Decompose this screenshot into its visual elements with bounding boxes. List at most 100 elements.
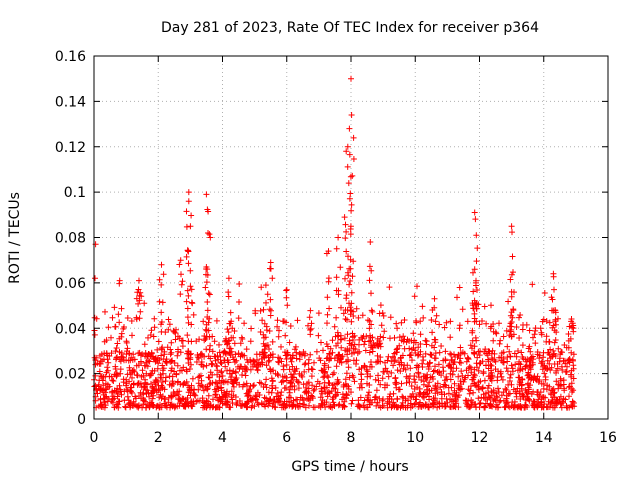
data-point xyxy=(464,318,471,325)
data-point xyxy=(423,391,430,398)
data-point xyxy=(438,343,445,349)
data-point xyxy=(324,373,331,379)
data-point xyxy=(406,379,413,385)
data-point xyxy=(99,358,106,364)
data-point xyxy=(347,304,354,311)
data-point xyxy=(145,334,151,341)
x-tick-label: 2 xyxy=(154,430,163,446)
data-point xyxy=(372,393,379,400)
data-point xyxy=(500,389,507,396)
data-point xyxy=(263,299,269,306)
data-point xyxy=(165,399,172,406)
data-point xyxy=(380,334,387,341)
data-point xyxy=(570,351,577,358)
data-point xyxy=(185,338,192,345)
data-point xyxy=(323,341,330,347)
data-point xyxy=(283,287,290,294)
data-point xyxy=(147,332,154,338)
data-point xyxy=(318,400,325,407)
data-point xyxy=(170,402,177,409)
data-point xyxy=(114,401,121,408)
data-point xyxy=(252,392,259,399)
data-point xyxy=(91,314,98,321)
data-point xyxy=(240,381,247,388)
data-point xyxy=(408,346,415,353)
data-point xyxy=(552,307,558,314)
data-point xyxy=(357,394,364,401)
data-point xyxy=(180,364,187,371)
data-point xyxy=(178,271,184,278)
data-point xyxy=(103,369,110,376)
data-point xyxy=(543,318,550,324)
data-point xyxy=(213,362,220,369)
data-point xyxy=(375,377,382,384)
data-point xyxy=(308,325,314,332)
data-point xyxy=(126,367,133,374)
data-point xyxy=(338,359,345,366)
data-point xyxy=(156,298,163,305)
data-point xyxy=(186,384,193,391)
data-point xyxy=(421,378,427,385)
data-point xyxy=(360,402,367,409)
data-point xyxy=(335,287,342,294)
data-point xyxy=(398,380,405,387)
data-point xyxy=(342,221,349,228)
data-point xyxy=(425,363,432,370)
data-point xyxy=(305,356,312,363)
data-point xyxy=(517,365,524,372)
data-point xyxy=(542,376,549,383)
data-point xyxy=(443,395,450,402)
data-point xyxy=(494,377,501,384)
data-point xyxy=(335,352,342,359)
data-point xyxy=(565,384,572,391)
data-point xyxy=(325,374,332,381)
data-point xyxy=(384,368,390,375)
data-point xyxy=(105,324,112,331)
data-point xyxy=(529,281,536,288)
data-point xyxy=(275,398,282,405)
data-point xyxy=(350,374,357,381)
data-point xyxy=(232,351,239,358)
data-point xyxy=(210,396,216,403)
data-point xyxy=(458,360,464,366)
data-point xyxy=(344,316,350,323)
data-point xyxy=(440,357,447,364)
data-point xyxy=(352,346,359,353)
data-point xyxy=(475,379,482,386)
data-point xyxy=(225,329,232,336)
data-point xyxy=(277,355,283,362)
data-point xyxy=(454,354,461,360)
data-point xyxy=(203,362,210,369)
data-point xyxy=(170,327,177,334)
data-point xyxy=(160,370,167,377)
data-point xyxy=(283,352,290,359)
data-point xyxy=(447,318,454,325)
data-point xyxy=(507,353,514,360)
y-tick-label: 0.14 xyxy=(55,94,86,110)
data-point xyxy=(492,397,499,404)
data-point xyxy=(151,324,158,331)
data-point xyxy=(340,382,347,388)
data-point xyxy=(168,394,175,401)
y-tick-label: 0.16 xyxy=(55,49,86,65)
data-point xyxy=(546,319,553,326)
data-point xyxy=(541,401,548,407)
data-point xyxy=(471,297,478,304)
data-point xyxy=(226,370,233,377)
data-point xyxy=(371,394,378,401)
data-point xyxy=(488,367,494,374)
data-point xyxy=(287,323,294,329)
data-point xyxy=(508,223,515,230)
data-point xyxy=(204,299,211,305)
data-point xyxy=(465,386,472,393)
data-point xyxy=(417,341,424,347)
data-point xyxy=(565,331,572,337)
data-point xyxy=(189,375,196,382)
data-point xyxy=(283,374,290,381)
data-point xyxy=(386,401,393,408)
data-point xyxy=(158,309,165,316)
data-point xyxy=(407,365,414,372)
data-point xyxy=(349,330,356,337)
data-point xyxy=(158,261,165,268)
data-point xyxy=(504,343,511,350)
